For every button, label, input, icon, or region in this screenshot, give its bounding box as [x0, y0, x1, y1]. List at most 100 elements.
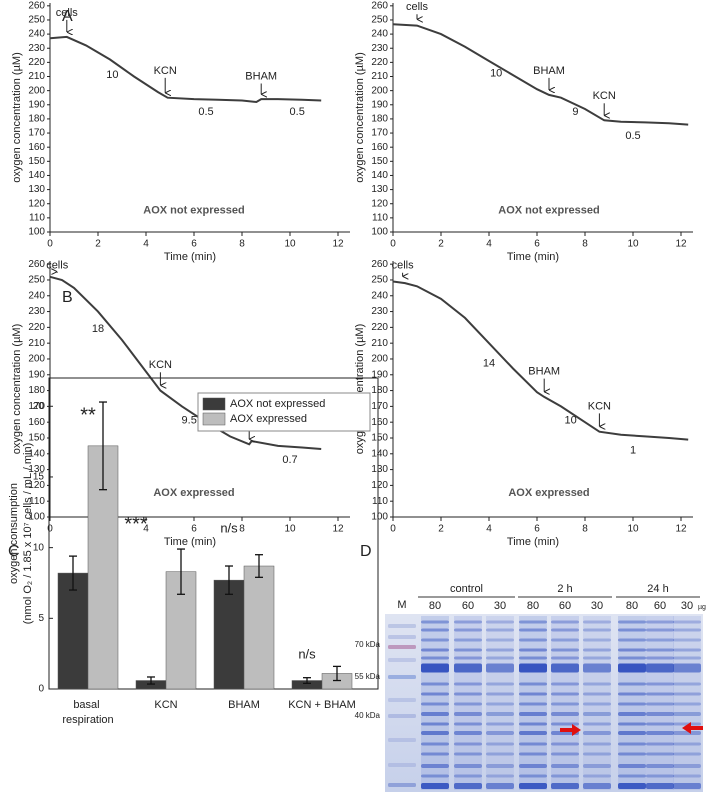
protein-band [646, 702, 674, 706]
protein-band [646, 682, 674, 686]
protein-band [519, 638, 547, 642]
annotation: 9.5 [182, 415, 197, 427]
lane-label: 60 [462, 600, 474, 612]
lane [673, 616, 701, 790]
annotation: 10 [490, 68, 502, 80]
protein-band [673, 702, 701, 706]
legend-box [197, 392, 371, 432]
y-tick-label: 100 [371, 227, 388, 238]
protein-band [618, 692, 646, 696]
y-tick-label: 240 [371, 29, 388, 40]
protein-band [421, 731, 449, 735]
y-tick-label: 110 [29, 496, 45, 507]
y-tick-label: 210 [371, 71, 388, 82]
y-tick-label: 150 [28, 433, 45, 444]
data-line [49, 35, 322, 104]
annotation: 14 [483, 358, 495, 370]
protein-band [618, 712, 646, 716]
y-tick-label: 120 [28, 198, 45, 209]
y-tick-label: 160 [371, 142, 388, 153]
bar [213, 579, 245, 690]
protein-band [454, 742, 482, 746]
x-tick-label: 12 [675, 524, 687, 535]
annotation: cells [46, 260, 69, 272]
y-tick-label: 170 [371, 128, 388, 139]
x-tick-label: 2 [438, 524, 444, 535]
protein-band [486, 722, 514, 726]
x-tick-label: 8 [582, 524, 588, 535]
protein-band [486, 774, 514, 778]
protein-band [454, 764, 482, 768]
red-arrow [682, 722, 703, 734]
y-tick-label: 130 [371, 184, 388, 195]
protein-band [454, 702, 482, 706]
x-tick-label: 0 [47, 524, 53, 535]
protein-band [454, 663, 482, 673]
annotation: cells [392, 260, 415, 272]
legend-swatch [202, 397, 226, 411]
y-tick-label: 240 [28, 290, 45, 301]
protein-band [486, 628, 514, 632]
y-axis-label: oxygen consumption [8, 483, 20, 584]
marker-band [388, 635, 416, 639]
y-tick-label: 120 [28, 480, 45, 491]
lane [551, 616, 579, 790]
protein-band [551, 638, 579, 642]
annotation: 0.5 [290, 106, 305, 118]
y-tick-label: 250 [371, 15, 388, 26]
protein-band [486, 731, 514, 735]
protein-band [646, 712, 674, 716]
protein-band [454, 783, 482, 789]
y-tick-label: 190 [28, 99, 45, 110]
x-tick-label: 10 [627, 524, 639, 535]
y-tick-label: 180 [28, 114, 45, 125]
x-tick-label: 2 [438, 239, 444, 250]
group-label: 24 h [647, 583, 668, 595]
protein-band [618, 656, 646, 660]
protein-band [583, 722, 611, 726]
x-tick-label: 12 [675, 239, 687, 250]
protein-band [673, 692, 701, 696]
protein-band [486, 712, 514, 716]
protein-band [421, 712, 449, 716]
y-tick-label: 160 [371, 417, 388, 428]
protein-band [583, 731, 611, 735]
y-tick-label: 210 [28, 338, 45, 349]
protein-band [519, 620, 547, 624]
y-tick-label: 15 [33, 472, 45, 483]
protein-band [646, 663, 674, 673]
protein-band [618, 702, 646, 706]
annotation: 10 [106, 69, 118, 81]
lane-label: 60 [654, 600, 666, 612]
size-marker-label: 70 kDa [355, 640, 381, 649]
label-line: basal [73, 699, 102, 711]
protein-band [551, 722, 579, 726]
x-tick-label: 4 [486, 239, 492, 250]
protein-band [646, 620, 674, 624]
protein-band [454, 722, 482, 726]
protein-band [583, 692, 611, 696]
lane-label: 30 [494, 600, 506, 612]
legend-swatch [202, 412, 226, 426]
protein-band [519, 783, 547, 789]
x-tick-label: KCN + BHAM [288, 699, 356, 711]
protein-band [421, 620, 449, 624]
protein-band [583, 774, 611, 778]
y-tick-label: 130 [28, 184, 45, 195]
protein-band [551, 620, 579, 624]
protein-band [551, 742, 579, 746]
protein-band [618, 783, 646, 789]
protein-band [519, 752, 547, 756]
protein-band [646, 764, 674, 768]
protein-band [551, 712, 579, 716]
y-tick-label: 150 [28, 156, 45, 167]
protein-band [454, 638, 482, 642]
data-line [49, 275, 322, 450]
y-tick-label: 140 [371, 448, 388, 459]
lane [454, 616, 482, 790]
protein-band [454, 648, 482, 652]
protein-band [551, 663, 579, 673]
x-tick-label: 10 [284, 524, 296, 535]
protein-band [551, 702, 579, 706]
